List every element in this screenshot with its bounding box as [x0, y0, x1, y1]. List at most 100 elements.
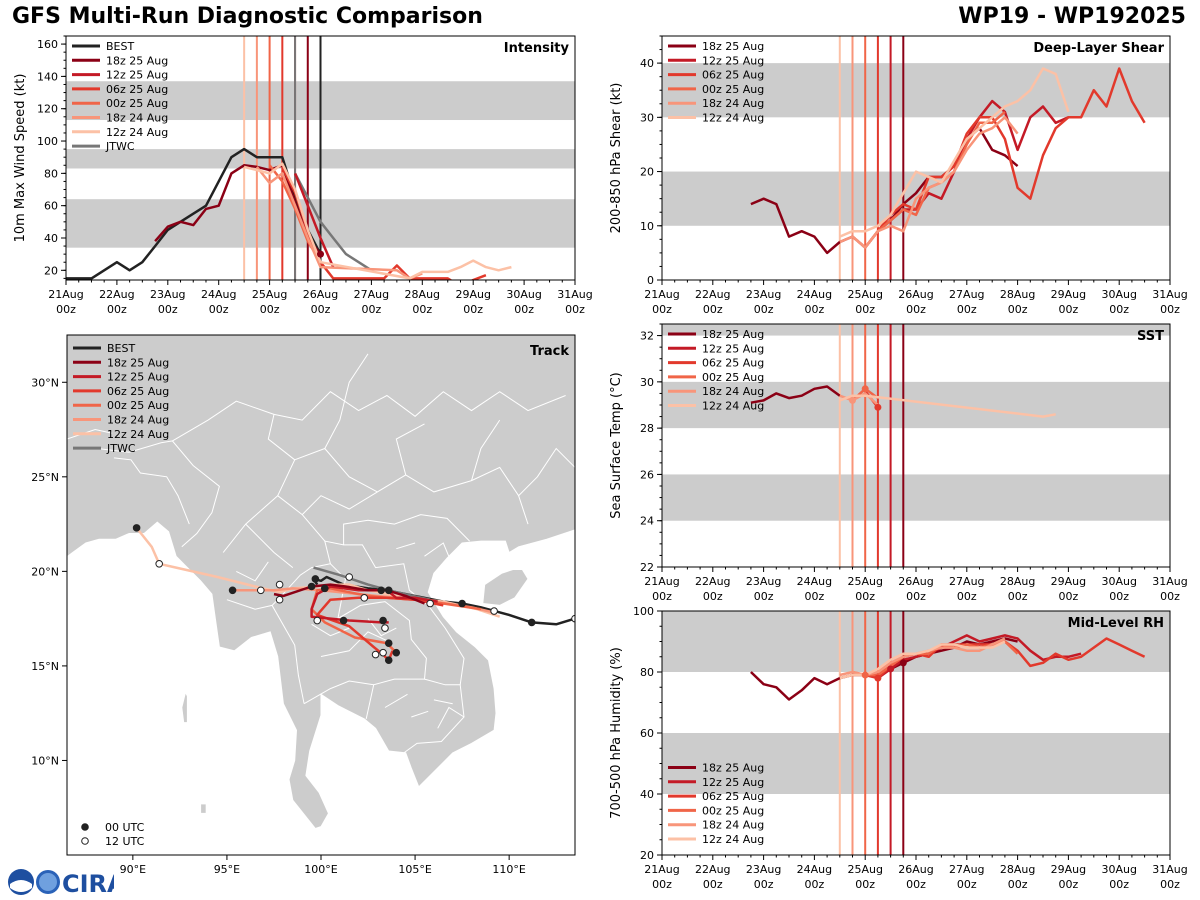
- border-line: [245, 495, 279, 525]
- threshold-band: [662, 381, 1170, 429]
- x-tick-sublabel: 00z: [514, 303, 534, 316]
- track-point-00utc: [132, 524, 141, 532]
- lat-label: 10°N: [31, 754, 59, 767]
- border-line: [433, 699, 453, 705]
- chart-title: Mid-Level RH: [1068, 616, 1164, 631]
- series-point-00z-25-aug: [861, 671, 869, 679]
- border-line: [172, 400, 275, 442]
- x-tick-label: 30Aug: [1101, 288, 1136, 301]
- x-tick-label: 27Aug: [949, 288, 984, 301]
- x-tick-label: 21Aug: [644, 863, 679, 876]
- track-point-12utc: [275, 595, 284, 604]
- border-line: [236, 561, 269, 582]
- track-point-00utc: [384, 586, 393, 595]
- legend-label: 06z 25 Aug: [702, 790, 764, 803]
- x-tick-sublabel: 00z: [805, 878, 825, 891]
- threshold-band: [662, 733, 1170, 794]
- series-line-best: [66, 147, 322, 280]
- border-line: [113, 457, 190, 525]
- series-line-12z-24-aug: [839, 67, 1070, 238]
- x-tick-sublabel: 00z: [260, 303, 280, 316]
- rh-chart: 20 40 60 80 100 21Aug 00z 22Aug 00z 23Aug 00z 24Aug…: [609, 605, 1188, 891]
- series-line-18z-25-aug: [750, 385, 841, 404]
- x-tick-label: 28Aug: [405, 288, 440, 301]
- border-line: [343, 544, 465, 685]
- x-tick-label: 21Aug: [48, 288, 83, 301]
- lon-label: 105°E: [398, 863, 431, 876]
- x-tick-sublabel: 00z: [1109, 303, 1129, 316]
- x-tick-sublabel: 00z: [805, 303, 825, 316]
- track-point-00utc: [379, 616, 387, 625]
- track-point-00utc: [384, 656, 393, 665]
- series-point-12z-25-aug: [887, 665, 895, 673]
- cira-logo: CIRA: [8, 869, 114, 898]
- x-tick-sublabel: 00z: [957, 878, 977, 891]
- border-line: [320, 631, 393, 657]
- legend-label: 12z 25 Aug: [702, 54, 764, 67]
- x-tick-sublabel: 00z: [1059, 303, 1079, 316]
- track-point-12utc: [275, 580, 284, 589]
- map-area: [67, 335, 575, 855]
- x-tick-sublabel: 00z: [703, 590, 723, 603]
- x-tick-sublabel: 00z: [412, 303, 432, 316]
- x-tick-label: 24Aug: [797, 863, 832, 876]
- track-point-00utc: [392, 648, 401, 657]
- y-tick-label: 80: [640, 666, 654, 679]
- track-point-12utc: [256, 586, 265, 595]
- x-tick-sublabel: 00z: [1008, 878, 1028, 891]
- x-tick-label: 24Aug: [797, 288, 832, 301]
- border-line: [424, 542, 454, 566]
- legend-label: 12z 25 Aug: [702, 342, 764, 355]
- logo-text: CIRA: [62, 870, 114, 898]
- legend-label: 00z 25 Aug: [106, 97, 168, 110]
- track-line-18z-25-aug: [273, 583, 425, 605]
- track-point-12utc: [379, 648, 387, 657]
- x-tick-label: 27Aug: [949, 575, 984, 588]
- track-point-00utc: [320, 584, 329, 593]
- x-tick-sublabel: 00z: [1160, 878, 1180, 891]
- x-tick-sublabel: 00z: [906, 878, 926, 891]
- track-map: 90°E 95°E 100°E 105°E 110°E 10°N 15°N 20°N 25°N 3…: [31, 334, 576, 876]
- series-point-06z-25-aug: [874, 403, 882, 411]
- series-point-06z-25-aug: [874, 674, 882, 682]
- x-tick-sublabel: 00z: [1008, 590, 1028, 603]
- y-tick-label: 120: [37, 103, 58, 116]
- chart-title: Track: [530, 344, 569, 359]
- border-line: [384, 693, 408, 708]
- x-tick-label: 31Aug: [557, 288, 592, 301]
- lon-label: 95°E: [214, 863, 240, 876]
- track-point-12utc: [381, 624, 389, 632]
- x-tick-label: 22Aug: [99, 288, 134, 301]
- x-tick-label: 24Aug: [201, 288, 236, 301]
- border-line: [437, 706, 465, 729]
- y-tick-label: 28: [640, 422, 654, 435]
- intensity-chart: 20 40 60 80 100 120 140 160 21Aug 00z 22Aug 00z 23Au…: [13, 35, 593, 316]
- y-tick-label: 100: [633, 605, 654, 618]
- border-line: [365, 678, 425, 720]
- legend-label: 18z 24 Aug: [106, 112, 168, 125]
- y-tick-label: 26: [640, 468, 654, 481]
- border-line: [301, 491, 378, 515]
- x-tick-label: 28Aug: [1000, 288, 1035, 301]
- x-tick-label: 23Aug: [150, 288, 185, 301]
- lat-label: 30°N: [31, 376, 59, 389]
- x-tick-label: 22Aug: [695, 575, 730, 588]
- x-tick-sublabel: 00z: [906, 590, 926, 603]
- x-tick-label: 29Aug: [1051, 575, 1086, 588]
- y-tick-label: 140: [37, 70, 58, 83]
- border-line: [518, 495, 529, 525]
- border-line: [303, 680, 374, 705]
- y-tick-label: 160: [37, 38, 58, 51]
- x-tick-label: 22Aug: [695, 288, 730, 301]
- x-tick-sublabel: 00z: [805, 590, 825, 603]
- track-point-12utc: [155, 560, 163, 568]
- legend-label: 12z 24 Aug: [702, 833, 764, 846]
- track-point-12utc: [490, 607, 498, 615]
- track-point-00utc: [311, 575, 320, 583]
- land-mass: [200, 803, 207, 814]
- legend-label: 18z 24 Aug: [107, 414, 169, 427]
- series-line-18z-24-aug: [255, 166, 423, 280]
- x-tick-sublabel: 00z: [703, 878, 723, 891]
- series-line-jtwc: [293, 172, 373, 272]
- y-axis-label: Sea Surface Temp (°C): [609, 372, 624, 519]
